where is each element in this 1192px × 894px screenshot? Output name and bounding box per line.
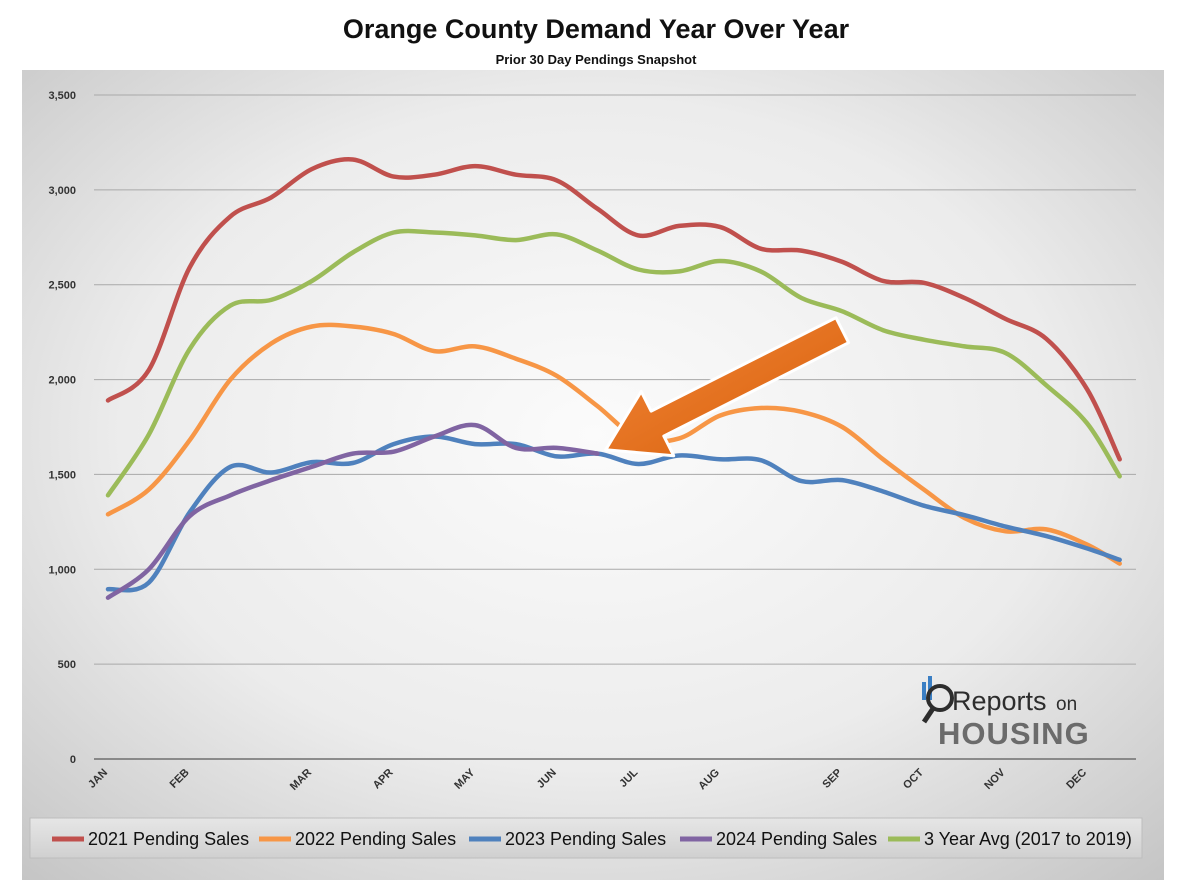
chart-subtitle: Prior 30 Day Pendings Snapshot	[495, 52, 697, 67]
legend-box	[29, 817, 1143, 859]
annotation-arrow	[604, 316, 851, 458]
y-tick-label: 3,500	[48, 90, 76, 102]
legend-item-label: 2023 Pending Sales	[505, 829, 666, 849]
legend-item-label: 2021 Pending Sales	[88, 829, 249, 849]
y-tick-label: 0	[70, 754, 76, 766]
logo-text-on: on	[1056, 694, 1077, 715]
legend-item-label: 2024 Pending Sales	[716, 829, 877, 849]
legend-item-label: 2022 Pending Sales	[295, 829, 456, 849]
chart-title: Orange County Demand Year Over Year	[342, 14, 850, 44]
y-tick-label: 2,500	[48, 280, 76, 292]
legend-item-label: 3 Year Avg (2017 to 2019)	[924, 829, 1132, 849]
series-lines	[105, 157, 1122, 600]
logo-text-housing: HOUSING	[938, 716, 1090, 751]
y-tick-label: 1,500	[48, 469, 76, 481]
y-tick-label: 3,000	[48, 185, 76, 197]
series-line	[105, 157, 1122, 462]
y-tick-label: 500	[58, 659, 76, 671]
logo-text-reports: Reports	[952, 686, 1047, 716]
orange-arrow-icon	[604, 316, 851, 458]
y-tick-label: 1,000	[48, 564, 76, 576]
series-line	[105, 228, 1122, 498]
reports-on-housing-logo: Reports on HOUSING	[921, 676, 1090, 751]
series-line	[105, 422, 600, 600]
logo-mark-icon	[921, 676, 954, 724]
legend: 2021 Pending Sales 2022 Pending Sales 2023…	[52, 829, 1132, 849]
y-axis: 0 500 1,000 1,500 2,000 2,500 3,000 3,500	[48, 90, 76, 766]
series-line	[105, 434, 1122, 593]
y-tick-label: 2,000	[48, 375, 76, 387]
